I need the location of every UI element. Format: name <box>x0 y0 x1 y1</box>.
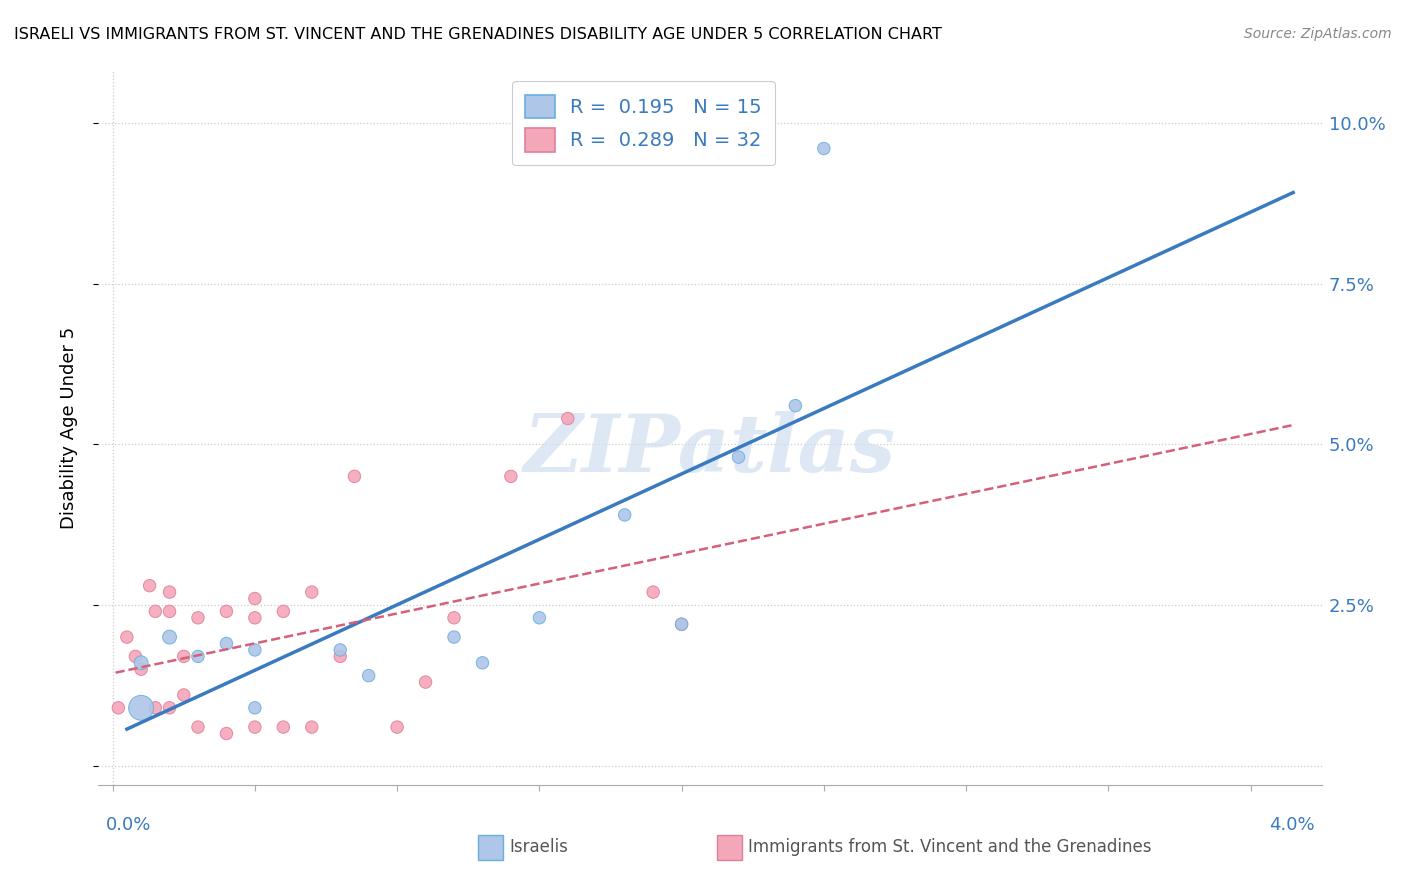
Point <box>443 630 465 644</box>
Point <box>215 726 238 740</box>
Point <box>129 701 152 715</box>
Point <box>785 399 807 413</box>
Point <box>499 469 522 483</box>
Point <box>215 636 238 650</box>
Point <box>159 585 181 599</box>
Point <box>273 604 295 618</box>
Point <box>343 469 366 483</box>
Point <box>115 630 138 644</box>
Point <box>124 649 146 664</box>
Point <box>471 656 494 670</box>
Point <box>215 604 238 618</box>
Point <box>159 630 181 644</box>
Text: Source: ZipAtlas.com: Source: ZipAtlas.com <box>1244 27 1392 41</box>
Point <box>143 604 166 618</box>
Point <box>243 611 266 625</box>
Text: Israelis: Israelis <box>509 838 568 856</box>
Point <box>243 720 266 734</box>
Point <box>727 450 749 464</box>
Point <box>159 604 181 618</box>
Point <box>187 649 209 664</box>
Point <box>301 585 323 599</box>
Point <box>613 508 636 522</box>
Text: Immigrants from St. Vincent and the Grenadines: Immigrants from St. Vincent and the Gren… <box>748 838 1152 856</box>
Point <box>301 720 323 734</box>
Point <box>813 141 835 155</box>
Point <box>173 649 195 664</box>
Point <box>129 656 152 670</box>
Point <box>443 611 465 625</box>
Point <box>159 701 181 715</box>
Text: 4.0%: 4.0% <box>1270 816 1315 834</box>
Legend: R =  0.195   N = 15, R =  0.289   N = 32: R = 0.195 N = 15, R = 0.289 N = 32 <box>512 81 775 166</box>
Point <box>415 675 437 690</box>
Point <box>129 662 152 676</box>
Point <box>107 701 129 715</box>
Point <box>143 701 166 715</box>
Point <box>329 643 352 657</box>
Point <box>671 617 693 632</box>
Point <box>243 591 266 606</box>
Point <box>529 611 551 625</box>
Point <box>173 688 195 702</box>
Point <box>187 720 209 734</box>
Point <box>671 617 693 632</box>
Text: ZIPatlas: ZIPatlas <box>524 411 896 488</box>
Text: 0.0%: 0.0% <box>105 816 150 834</box>
Point <box>187 611 209 625</box>
Point <box>243 701 266 715</box>
Point <box>357 668 380 682</box>
Point <box>557 411 579 425</box>
Point <box>329 649 352 664</box>
Point <box>643 585 665 599</box>
Point <box>243 643 266 657</box>
Text: ISRAELI VS IMMIGRANTS FROM ST. VINCENT AND THE GRENADINES DISABILITY AGE UNDER 5: ISRAELI VS IMMIGRANTS FROM ST. VINCENT A… <box>14 27 942 42</box>
Point <box>138 579 160 593</box>
Point <box>385 720 408 734</box>
Point <box>273 720 295 734</box>
Y-axis label: Disability Age Under 5: Disability Age Under 5 <box>59 327 77 529</box>
